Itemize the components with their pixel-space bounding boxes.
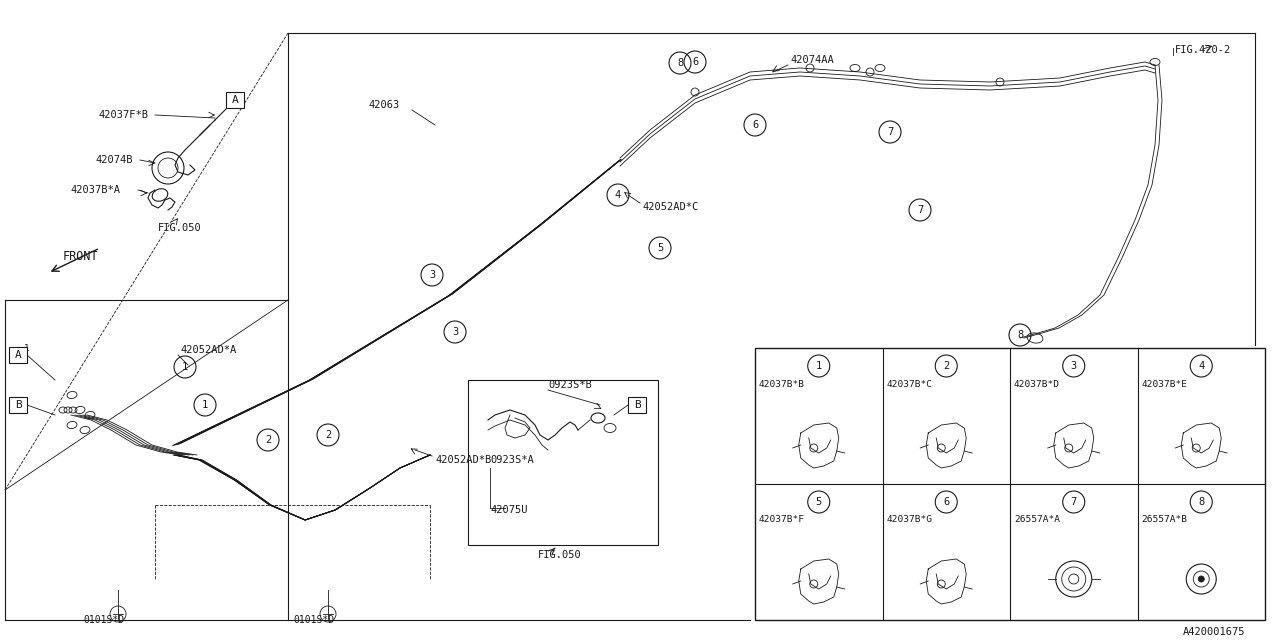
Text: 3: 3 (1070, 361, 1076, 371)
Text: 42037B*F: 42037B*F (759, 515, 805, 525)
Text: 6: 6 (692, 57, 698, 67)
Circle shape (691, 88, 699, 96)
Text: 42052AD*C: 42052AD*C (643, 202, 699, 212)
Text: 42037B*B: 42037B*B (759, 380, 805, 388)
Circle shape (1198, 576, 1204, 582)
Text: 1: 1 (202, 400, 209, 410)
Text: B: B (634, 400, 640, 410)
Text: 42052AD*A: 42052AD*A (180, 345, 237, 355)
Text: 1: 1 (815, 361, 822, 371)
Text: 42037B*A: 42037B*A (70, 185, 120, 195)
Text: 0101S*D: 0101S*D (293, 615, 334, 625)
Text: 42074B: 42074B (95, 155, 133, 165)
Text: 2: 2 (325, 430, 332, 440)
Text: 8: 8 (1198, 497, 1204, 507)
Text: 1: 1 (24, 344, 29, 353)
Text: 3: 3 (429, 270, 435, 280)
Text: 42037B*C: 42037B*C (887, 380, 933, 388)
Text: 1: 1 (182, 362, 188, 372)
Bar (755, 348, 1265, 620)
Text: 0923S*A: 0923S*A (490, 455, 534, 465)
Text: 42037B*G: 42037B*G (887, 515, 933, 525)
Text: 2: 2 (943, 361, 950, 371)
Circle shape (996, 78, 1004, 86)
Text: 42063: 42063 (369, 100, 399, 110)
Text: 4: 4 (614, 190, 621, 200)
Text: A: A (232, 95, 238, 105)
Bar (9, 347, 27, 363)
Text: 5: 5 (815, 497, 822, 507)
Text: 3: 3 (452, 327, 458, 337)
Text: A: A (14, 350, 22, 360)
Text: 6: 6 (943, 497, 950, 507)
Text: 2: 2 (265, 435, 271, 445)
Text: B: B (14, 400, 22, 410)
Text: 42037B*E: 42037B*E (1142, 380, 1188, 388)
Text: FIG.050: FIG.050 (157, 223, 202, 233)
Text: 7: 7 (1070, 497, 1076, 507)
Text: 5: 5 (657, 243, 663, 253)
Text: 8: 8 (677, 58, 684, 68)
Text: 4: 4 (1198, 361, 1204, 371)
Bar (227, 92, 244, 108)
Bar (9, 397, 27, 413)
Text: 0101S*D: 0101S*D (83, 615, 124, 625)
Text: 42052AD*B: 42052AD*B (435, 455, 492, 465)
Text: 7: 7 (916, 205, 923, 215)
Text: 26557A*A: 26557A*A (1014, 515, 1060, 525)
Text: 6: 6 (751, 120, 758, 130)
Text: 42075U: 42075U (490, 505, 527, 515)
Text: 42037B*D: 42037B*D (1014, 380, 1060, 388)
Text: 42037F*B: 42037F*B (99, 110, 148, 120)
Circle shape (867, 68, 874, 76)
Text: A420001675: A420001675 (1183, 627, 1245, 637)
Text: 42074AA: 42074AA (790, 55, 833, 65)
Circle shape (806, 64, 814, 72)
Text: FIG.050: FIG.050 (538, 550, 581, 560)
Text: 7: 7 (887, 127, 893, 137)
Text: FIG.420-2: FIG.420-2 (1175, 45, 1231, 55)
Bar (628, 397, 646, 413)
Text: 8: 8 (1016, 330, 1023, 340)
Text: 26557A*B: 26557A*B (1142, 515, 1188, 525)
Text: FRONT: FRONT (63, 250, 99, 262)
Text: 0923S*B: 0923S*B (548, 380, 591, 390)
Bar (468, 380, 658, 545)
